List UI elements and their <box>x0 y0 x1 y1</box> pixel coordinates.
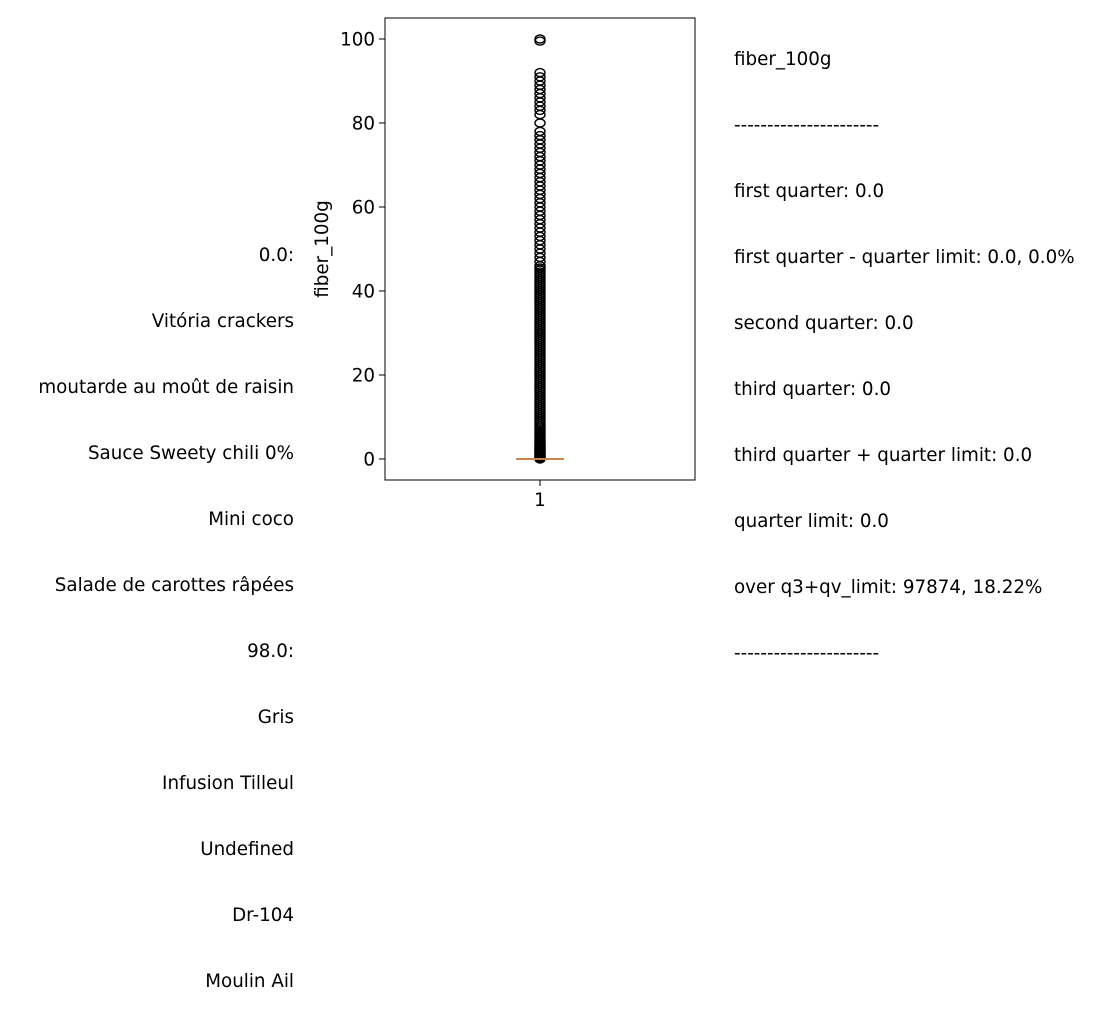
left-label: moutarde au moût de raisin <box>38 377 294 398</box>
left-label: Sauce Sweety chili 0% <box>87 443 294 464</box>
stats-title: fiber_100g <box>734 49 832 70</box>
y-tick-label: 80 <box>352 114 375 135</box>
stats-separator: ---------------------- <box>734 115 880 136</box>
stats-line: third quarter: 0.0 <box>734 379 892 400</box>
left-label: Vitória crackers <box>151 311 294 332</box>
outlier-marker <box>534 118 546 128</box>
stats-line: quarter limit: 0.0 <box>734 511 889 532</box>
left-label: 0.0: <box>258 245 294 266</box>
stats-separator: ---------------------- <box>734 643 880 664</box>
y-tick-label: 40 <box>352 282 375 303</box>
outlier-marker <box>534 72 546 82</box>
outlier-marker <box>534 130 546 141</box>
left-label: Salade de carottes râpées <box>54 575 294 596</box>
outlier-marker <box>534 34 546 44</box>
x-tick-label: 1 <box>534 490 546 511</box>
stats-line: first quarter: 0.0 <box>734 181 885 202</box>
left-label: Moulin Ail <box>205 971 294 992</box>
stats-line: third quarter + quarter limit: 0.0 <box>734 445 1033 466</box>
outlier-marker <box>534 36 546 46</box>
left-label: Undefined <box>200 839 294 860</box>
outlier-marker <box>534 67 546 78</box>
left-label: Infusion Tilleul <box>162 773 294 794</box>
y-tick-label: 100 <box>340 30 375 51</box>
left-label: Dr-104 <box>232 905 294 926</box>
stats-line: second quarter: 0.0 <box>734 313 914 334</box>
statistics-panel: fiber_100g ---------------------- first … <box>734 5 1075 687</box>
y-axis-label: fiber_100g <box>312 200 333 298</box>
left-label: 98.0: <box>247 641 294 662</box>
stats-line: first quarter - quarter limit: 0.0, 0.0% <box>734 247 1075 268</box>
y-tick-label: 0 <box>363 450 375 471</box>
left-label: Gris <box>257 707 294 728</box>
y-tick-label: 20 <box>352 366 375 387</box>
stats-line: over q3+qv_limit: 97874, 18.22% <box>734 577 1043 598</box>
y-tick-label: 60 <box>352 198 375 219</box>
boxplot-chart: 0 20 40 60 80 100 1 fiber_100g <box>312 17 696 511</box>
